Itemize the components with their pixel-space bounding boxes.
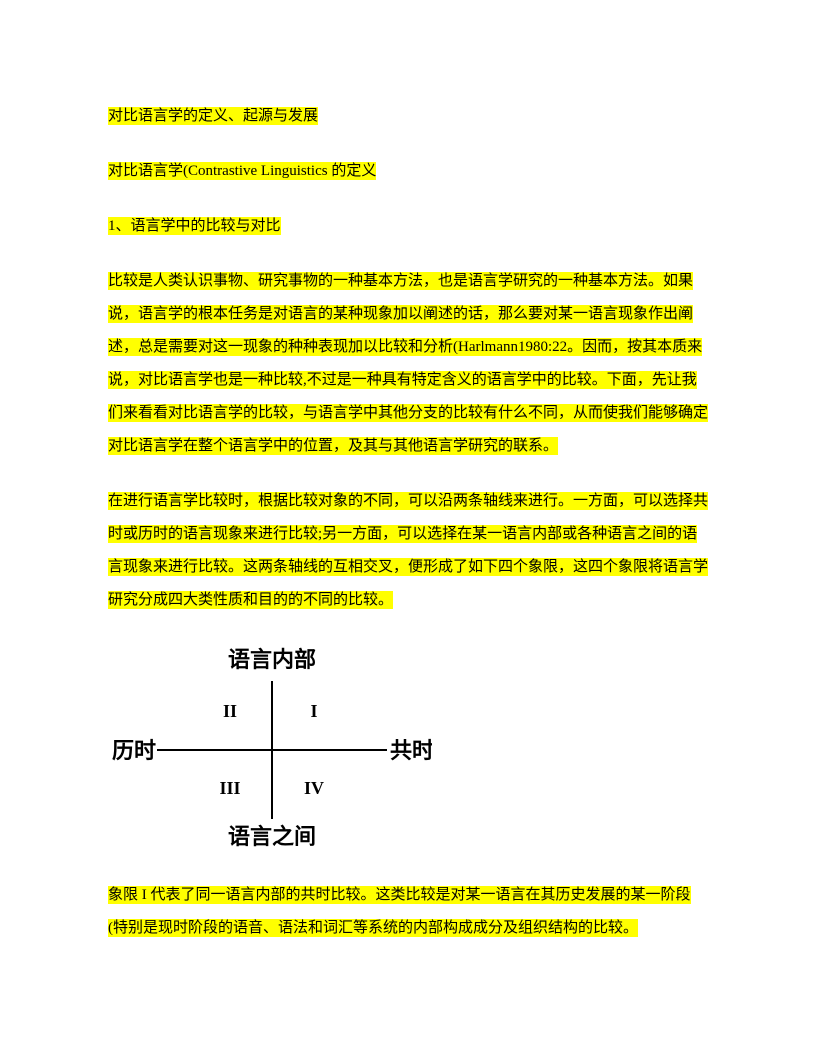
diagram-svg: 语言内部 语言之间 历时 共时 II I III IV bbox=[102, 639, 432, 849]
title-block: 对比语言学的定义、起源与发展 bbox=[108, 100, 708, 133]
paragraph-2: 在进行语言学比较时，根据比较对象的不同，可以沿两条轴线来进行。一方面，可以选择共… bbox=[108, 485, 708, 617]
quadrant-4-label: IV bbox=[304, 778, 324, 798]
subtitle-block: 对比语言学(Contrastive Linguistics 的定义 bbox=[108, 155, 708, 188]
quadrant-1-label: I bbox=[310, 701, 317, 721]
axis-label-bottom: 语言之间 bbox=[228, 824, 316, 849]
axis-label-top: 语言内部 bbox=[228, 647, 316, 672]
quadrant-diagram: 语言内部 语言之间 历时 共时 II I III IV bbox=[102, 639, 708, 849]
paragraph-1-text: 比较是人类认识事物、研究事物的一种基本方法，也是语言学研究的一种基本方法。如果说… bbox=[108, 272, 708, 455]
page-title: 对比语言学的定义、起源与发展 bbox=[108, 107, 318, 125]
subtitle-text: 对比语言学(Contrastive Linguistics 的定义 bbox=[108, 162, 376, 180]
axis-label-right: 共时 bbox=[390, 738, 432, 763]
axis-label-left: 历时 bbox=[112, 738, 156, 763]
paragraph-3-text: 象限 I 代表了同一语言内部的共时比较。这类比较是对某一语言在其历史发展的某一阶… bbox=[108, 886, 691, 937]
paragraph-1: 比较是人类认识事物、研究事物的一种基本方法，也是语言学研究的一种基本方法。如果说… bbox=[108, 265, 708, 463]
paragraph-3: 象限 I 代表了同一语言内部的共时比较。这类比较是对某一语言在其历史发展的某一阶… bbox=[108, 879, 708, 945]
paragraph-2-text: 在进行语言学比较时，根据比较对象的不同，可以沿两条轴线来进行。一方面，可以选择共… bbox=[108, 492, 708, 609]
quadrant-2-label: II bbox=[223, 701, 237, 721]
quadrant-3-label: III bbox=[219, 778, 240, 798]
section-heading-block: 1、语言学中的比较与对比 bbox=[108, 210, 708, 243]
section1-heading: 1、语言学中的比较与对比 bbox=[108, 217, 281, 235]
